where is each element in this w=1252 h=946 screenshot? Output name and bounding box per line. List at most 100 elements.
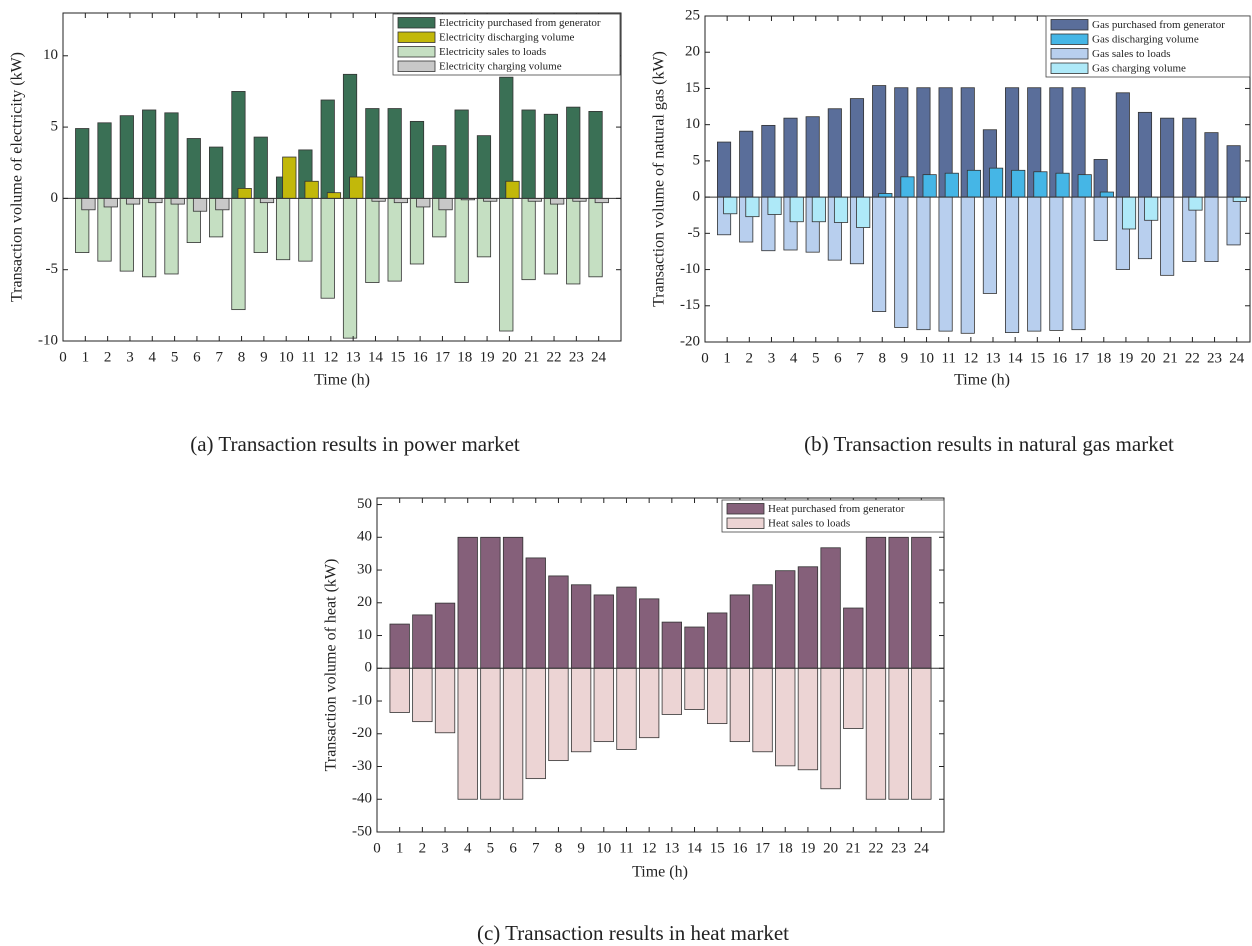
y-tick-label: -5 — [46, 261, 59, 277]
y-tick-label: 20 — [357, 594, 372, 610]
bar — [911, 667, 932, 800]
x-tick-label: 1 — [723, 350, 731, 366]
bar — [888, 667, 909, 800]
legend: Heat purchased from generator Heat sales … — [721, 499, 945, 533]
legend-swatch — [1050, 48, 1089, 60]
x-tick-label: 17 — [755, 840, 771, 856]
bar — [729, 594, 751, 669]
x-tick-label: 20 — [502, 349, 517, 365]
legend-label: Gas sales to loads — [1092, 48, 1171, 60]
x-tick-label: 5 — [171, 349, 179, 365]
bar — [639, 667, 660, 739]
bar — [872, 196, 887, 312]
x-tick-label: 2 — [419, 840, 427, 856]
x-tick-label: 20 — [823, 840, 838, 856]
bar — [843, 667, 864, 729]
x-axis-label: Time (h) — [954, 372, 1010, 389]
x-tick-label: 8 — [555, 840, 563, 856]
bar — [588, 111, 603, 199]
caption: (c) Transaction results in heat market — [477, 921, 789, 945]
bar — [717, 141, 732, 198]
x-tick-label: 23 — [891, 840, 906, 856]
x-tick-label: 2 — [104, 349, 112, 365]
x-tick-label: 11 — [941, 350, 955, 366]
legend-swatch — [397, 60, 436, 72]
caption: (a) Transaction results in power market — [190, 432, 520, 456]
bar — [982, 196, 997, 294]
bar — [775, 667, 796, 767]
bar — [409, 197, 425, 265]
legend: Gas purchased from generator Gas discharg… — [1045, 15, 1251, 78]
x-tick-label: 5 — [812, 350, 820, 366]
y-tick-label: 10 — [43, 47, 58, 63]
bar — [543, 197, 559, 275]
x-tick-label: 6 — [509, 840, 517, 856]
x-tick-label: 16 — [1052, 350, 1068, 366]
x-tick-label: 13 — [346, 349, 361, 365]
x-tick-label: 3 — [768, 350, 776, 366]
x-tick-label: 7 — [215, 349, 223, 365]
legend-label: Heat purchased from generator — [768, 503, 905, 515]
x-tick-label: 12 — [642, 840, 657, 856]
bar — [103, 197, 118, 208]
x-tick-label: 9 — [901, 350, 909, 366]
bar — [365, 108, 380, 199]
x-tick-label: 0 — [59, 349, 67, 365]
bar — [215, 197, 230, 211]
bar — [911, 536, 932, 669]
bar — [639, 598, 660, 669]
y-tick-label: 50 — [357, 496, 372, 512]
bar — [1011, 169, 1026, 198]
bar — [900, 176, 915, 198]
legend-label: Gas charging volume — [1092, 62, 1186, 74]
x-tick-label: 22 — [1185, 350, 1200, 366]
bar — [119, 115, 134, 199]
bar — [502, 536, 524, 669]
x-tick-label: 4 — [790, 350, 798, 366]
x-tick-label: 6 — [834, 350, 842, 366]
bar — [412, 614, 433, 669]
bar — [387, 197, 402, 282]
y-axis-label: Transaction volume of electricity (kW) — [9, 52, 26, 302]
bar — [365, 197, 380, 283]
legend: Electricity purchased from generator Elec… — [392, 13, 621, 76]
bar — [966, 169, 982, 198]
bar — [75, 128, 90, 199]
bar — [438, 197, 453, 211]
bar — [745, 196, 760, 218]
y-tick-label: 25 — [685, 7, 700, 23]
y-tick-label: 15 — [685, 80, 700, 96]
bar — [865, 536, 887, 669]
x-tick-label: 22 — [868, 840, 883, 856]
bar — [393, 197, 409, 204]
bar — [192, 197, 208, 212]
bar — [1204, 132, 1219, 198]
x-tick-label: 14 — [368, 349, 384, 365]
x-tick-label: 14 — [1008, 350, 1024, 366]
bar — [499, 76, 514, 199]
bar — [320, 197, 335, 299]
y-axis-label: Transaction volume of natural gas (kW) — [651, 51, 668, 307]
x-tick-label: 18 — [778, 840, 793, 856]
x-tick-label: 2 — [746, 350, 754, 366]
bar — [922, 174, 937, 198]
legend-label: Gas purchased from generator — [1092, 19, 1225, 31]
legend-swatch — [726, 503, 765, 515]
caption: (b) Transaction results in natural gas m… — [804, 432, 1174, 456]
bar — [1055, 172, 1070, 198]
bar — [1204, 196, 1219, 262]
bar — [1077, 174, 1092, 198]
bar — [707, 667, 728, 725]
bar — [827, 108, 842, 198]
bar — [170, 197, 185, 205]
x-tick-label: 22 — [547, 349, 562, 365]
x-tick-label: 24 — [914, 840, 930, 856]
y-tick-label: 5 — [693, 152, 701, 168]
bar — [1137, 111, 1153, 198]
x-tick-label: 18 — [457, 349, 472, 365]
bar — [521, 109, 536, 199]
bar — [142, 109, 157, 199]
legend-swatch — [397, 31, 436, 43]
bar — [259, 197, 275, 204]
bar — [789, 196, 804, 223]
